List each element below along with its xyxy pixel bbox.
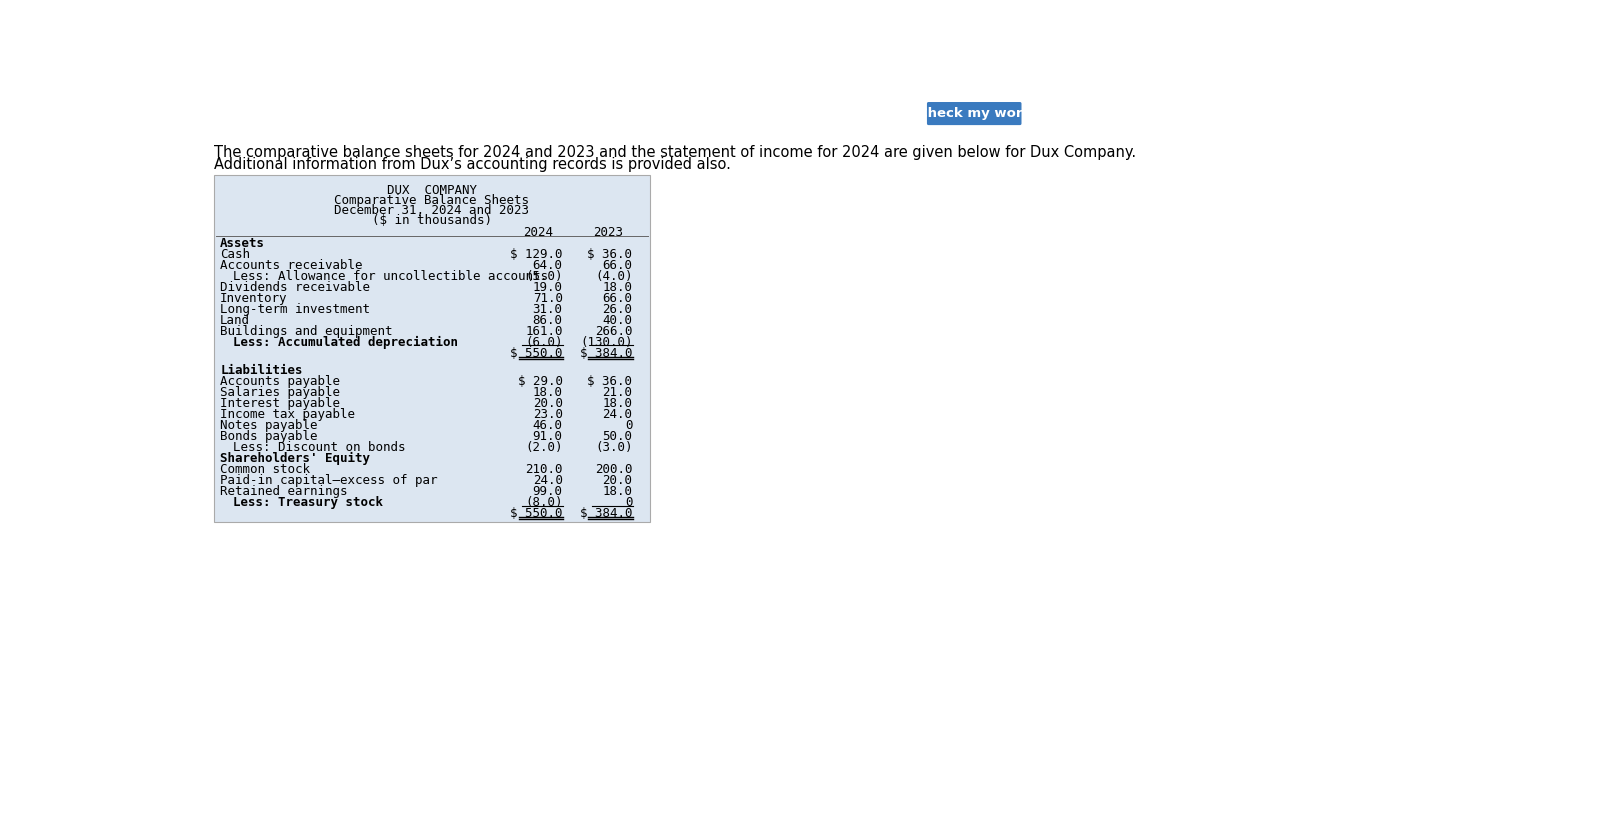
Text: 210.0: 210.0 — [525, 463, 563, 476]
Text: December 31, 2024 and 2023: December 31, 2024 and 2023 — [334, 204, 530, 217]
Text: 66.0: 66.0 — [603, 258, 632, 272]
Text: Paid-in capital–excess of par: Paid-in capital–excess of par — [221, 474, 438, 487]
Text: (8.0): (8.0) — [525, 496, 563, 509]
Text: Less: Discount on bonds: Less: Discount on bonds — [232, 441, 405, 454]
Text: $ 129.0: $ 129.0 — [510, 248, 563, 261]
Text: Less: Accumulated depreciation: Less: Accumulated depreciation — [232, 335, 458, 348]
Text: 18.0: 18.0 — [603, 397, 632, 410]
Text: Less: Allowance for uncollectible accounts: Less: Allowance for uncollectible accoun… — [232, 270, 547, 282]
Text: $ 550.0: $ 550.0 — [510, 347, 563, 360]
Text: Liabilities: Liabilities — [221, 364, 302, 377]
Text: Dividends receivable: Dividends receivable — [221, 281, 370, 294]
Text: Check my work: Check my work — [917, 107, 1030, 120]
Text: 99.0: 99.0 — [533, 485, 563, 498]
Text: 2023: 2023 — [592, 226, 622, 239]
Text: 0: 0 — [626, 496, 632, 509]
Text: (3.0): (3.0) — [595, 441, 632, 454]
Text: 20.0: 20.0 — [533, 397, 563, 410]
Text: 19.0: 19.0 — [533, 281, 563, 294]
Text: 18.0: 18.0 — [603, 485, 632, 498]
Text: (2.0): (2.0) — [525, 441, 563, 454]
Text: 20.0: 20.0 — [603, 474, 632, 487]
Text: 26.0: 26.0 — [603, 303, 632, 316]
Text: Retained earnings: Retained earnings — [221, 485, 347, 498]
Text: (6.0): (6.0) — [525, 335, 563, 348]
Text: Notes payable: Notes payable — [221, 419, 318, 432]
Text: $ 29.0: $ 29.0 — [518, 375, 563, 388]
Text: 66.0: 66.0 — [603, 291, 632, 304]
Text: $ 550.0: $ 550.0 — [510, 507, 563, 520]
Text: Cash: Cash — [221, 248, 250, 261]
Text: Accounts receivable: Accounts receivable — [221, 258, 363, 272]
Text: (5.0): (5.0) — [525, 270, 563, 282]
Text: DUX  COMPANY: DUX COMPANY — [387, 183, 477, 196]
Text: 23.0: 23.0 — [533, 407, 563, 420]
Text: Additional information from Dux’s accounting records is provided also.: Additional information from Dux’s accoun… — [214, 157, 731, 172]
Bar — [214, 175, 650, 522]
Text: Long-term investment: Long-term investment — [221, 303, 370, 316]
Text: Salaries payable: Salaries payable — [221, 386, 341, 398]
Text: 24.0: 24.0 — [533, 474, 563, 487]
Text: Bonds payable: Bonds payable — [221, 429, 318, 443]
Text: Interest payable: Interest payable — [221, 397, 341, 410]
Text: (130.0): (130.0) — [579, 335, 632, 348]
Text: $ 36.0: $ 36.0 — [587, 248, 632, 261]
Text: Land: Land — [221, 313, 250, 326]
Text: Accounts payable: Accounts payable — [221, 375, 341, 388]
Text: 161.0: 161.0 — [525, 325, 563, 338]
Text: $ 384.0: $ 384.0 — [579, 347, 632, 360]
Text: 266.0: 266.0 — [595, 325, 632, 338]
Text: Inventory: Inventory — [221, 291, 288, 304]
Text: Assets: Assets — [221, 236, 266, 249]
Text: Shareholders' Equity: Shareholders' Equity — [221, 452, 370, 465]
Text: 46.0: 46.0 — [533, 419, 563, 432]
Text: $ 384.0: $ 384.0 — [579, 507, 632, 520]
FancyBboxPatch shape — [926, 102, 1021, 125]
Text: 91.0: 91.0 — [533, 429, 563, 443]
Text: 40.0: 40.0 — [603, 313, 632, 326]
Text: The comparative balance sheets for 2024 and 2023 and the statement of income for: The comparative balance sheets for 2024 … — [214, 145, 1136, 160]
Text: 50.0: 50.0 — [603, 429, 632, 443]
Text: 18.0: 18.0 — [603, 281, 632, 294]
Text: Less: Treasury stock: Less: Treasury stock — [232, 496, 382, 509]
Text: 86.0: 86.0 — [533, 313, 563, 326]
Text: 18.0: 18.0 — [533, 386, 563, 398]
Text: 21.0: 21.0 — [603, 386, 632, 398]
Text: $ 36.0: $ 36.0 — [587, 375, 632, 388]
Text: Common stock: Common stock — [221, 463, 310, 476]
Text: 64.0: 64.0 — [533, 258, 563, 272]
Text: 31.0: 31.0 — [533, 303, 563, 316]
Text: Comparative Balance Sheets: Comparative Balance Sheets — [334, 194, 530, 207]
Text: 24.0: 24.0 — [603, 407, 632, 420]
Text: Buildings and equipment: Buildings and equipment — [221, 325, 392, 338]
Text: 71.0: 71.0 — [533, 291, 563, 304]
Text: 0: 0 — [626, 419, 632, 432]
Text: ($ in thousands): ($ in thousands) — [371, 213, 491, 227]
Text: (4.0): (4.0) — [595, 270, 632, 282]
Text: Income tax payable: Income tax payable — [221, 407, 355, 420]
Text: 2024: 2024 — [523, 226, 554, 239]
Text: 200.0: 200.0 — [595, 463, 632, 476]
